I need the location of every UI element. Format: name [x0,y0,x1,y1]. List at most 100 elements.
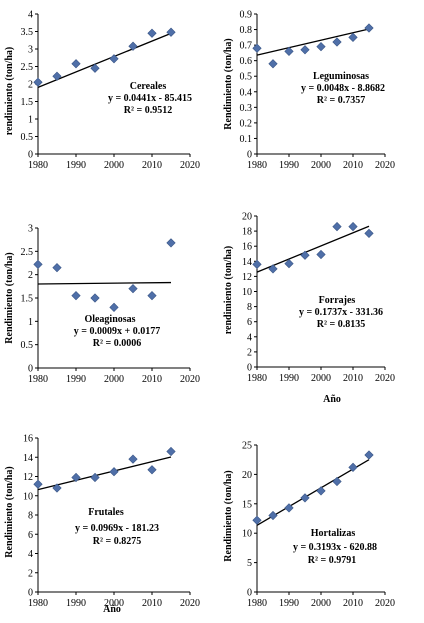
data-point [316,249,326,260]
y-tick-label: 15 [242,499,252,510]
y-tick-label: 0 [247,588,252,599]
chart-title: Cereales [130,81,167,92]
y-tick-label: 0.5 [240,72,253,83]
x-tick-label: 2010 [142,374,162,385]
data-point [332,221,342,232]
data-point [364,23,374,33]
trend-equation: y = 0.0441x - 85.415 [108,93,192,104]
trend-equation: y = 0.0009x + 0.0177 [74,326,160,337]
y-tick-label: 4 [247,332,252,343]
r-squared: R² = 0.7357 [317,95,365,106]
x-tick-label: 2010 [343,373,363,384]
trend-equation: y = 0.3193x - 620.88 [293,542,377,553]
y-axis-title: rendimiento (ton/ha) [4,47,15,135]
x-tick-label: 2020 [375,373,395,384]
r-squared: R² = 0.9791 [308,555,356,566]
y-tick-label: 0.5 [21,132,34,143]
chart-5: 0 2 4 6 8 10 12 14 16 1980 1990 2000 2010 2020 Rendimi… [4,434,200,616]
y-tick-label: 8 [28,511,33,522]
data-point [252,259,262,269]
trend-equation: y = 0.0969x - 181.23 [75,523,159,534]
y-tick-label: 16 [242,242,252,253]
data-point [147,291,157,301]
chart-title: Oleaginosas [84,314,135,325]
y-tick-label: 0 [28,150,33,161]
data-point [128,41,138,51]
data-point [348,32,358,42]
chart-title: Hortalizas [311,528,356,539]
trendline [37,281,172,285]
data-point [252,515,262,525]
y-tick-label: 0.2 [240,118,253,129]
data-point [332,476,342,487]
x-tick-label: 1990 [66,598,86,609]
y-tick-label: 14 [242,257,252,268]
data-point [268,264,278,274]
chart-2: 0 0.1 0.2 0.3 0.4 0.5 0.6 0.7 0.8 0.9 1980 1990 2000… [223,10,395,172]
data-point [166,446,176,457]
data-point [300,45,310,55]
y-tick-label: 8 [247,302,252,313]
x-tick-label: 1990 [279,598,299,609]
data-point [52,71,62,81]
x-tick-label: 2010 [343,160,363,171]
y-tick-label: 0 [247,363,252,374]
x-tick-label: 2020 [375,160,395,171]
data-point [52,263,62,273]
y-tick-label: 12 [242,272,252,283]
x-tick-label: 2000 [311,160,331,171]
y-tick-label: 1 [28,317,33,328]
trend-equation: y = 0.1737x - 331.36 [299,307,383,318]
y-tick-label: 10 [242,529,252,540]
x-tick-label: 2010 [142,160,162,171]
r-squared: R² = 0.8135 [317,319,365,330]
y-tick-label: 5 [247,558,252,569]
x-tick-label: 1980 [247,373,267,384]
y-tick-label: 12 [23,472,33,483]
y-tick-label: 10 [242,287,252,298]
r-squared: R² = 0.8275 [93,536,141,547]
y-tick-label: 0 [28,364,33,375]
y-axis-title: Rendimiento (ton/ha) [223,38,234,129]
y-tick-label: 2 [28,568,33,579]
chart-4: 0 2 4 6 8 10 12 14 16 18 20 1980 1990 2000 2010 2020 ren… [223,212,395,406]
x-axis-title: Año [323,394,341,405]
y-tick-label: 18 [242,227,252,238]
x-tick-label: 1990 [279,373,299,384]
y-axis-title: Rendimiento (ton/ha) [4,466,15,557]
data-point [166,238,176,248]
x-tick-label: 2020 [375,598,395,609]
y-tick-label: 2 [247,347,252,358]
y-tick-label: 2 [28,80,33,91]
x-tick-label: 1990 [66,160,86,171]
y-tick-label: 20 [242,470,252,481]
x-tick-label: 1990 [66,374,86,385]
y-tick-label: 0.8 [240,25,253,36]
data-point [71,472,81,483]
chart-title: Leguminosas [313,71,369,82]
x-tick-label: 1990 [279,160,299,171]
data-point [252,43,262,53]
y-tick-label: 16 [23,434,33,445]
data-point [268,59,278,69]
data-point [33,479,43,489]
data-point [71,291,81,301]
x-tick-label: 1980 [247,598,267,609]
data-point [33,259,43,270]
data-point [128,454,138,464]
r-squared: R² = 0.9512 [124,105,172,116]
chart-title: Forrajes [319,295,356,306]
x-tick-label: 2000 [311,373,331,384]
r-squared: R² = 0.0006 [93,338,141,349]
x-tick-label: 2020 [180,374,200,385]
data-point [166,27,176,37]
data-point [332,37,342,47]
y-tick-label: 1.5 [21,294,34,305]
data-point [300,250,310,260]
data-point [284,503,294,513]
data-point [90,472,100,483]
y-tick-label: 0.5 [21,340,34,351]
x-tick-label: 2010 [142,598,162,609]
data-point [300,493,310,503]
